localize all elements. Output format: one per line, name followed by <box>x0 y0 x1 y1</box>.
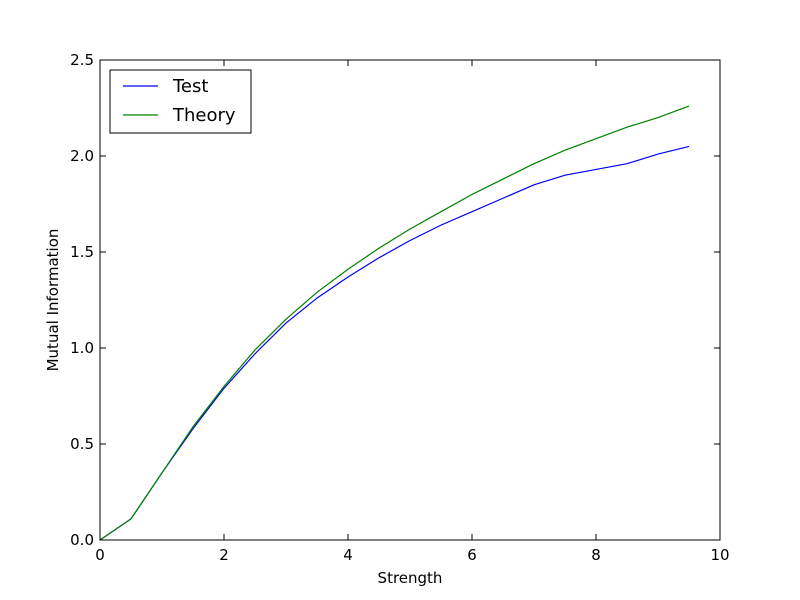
y-tick-label: 1.5 <box>70 243 94 261</box>
y-tick-label: 2.5 <box>70 51 94 69</box>
y-tick-label: 0.5 <box>70 435 94 453</box>
series-line-theory <box>99 105 690 541</box>
legend: Test Theory <box>109 69 252 134</box>
plot-frame <box>99 59 721 541</box>
x-tick-label: 6 <box>467 546 477 564</box>
ticks-layer: 0 2 4 6 8 10 0.0 0.5 1.0 1.5 2.0 2.5 <box>70 51 729 564</box>
legend-label-test: Test <box>172 76 208 97</box>
y-axis-title: Mutual Information <box>44 229 62 372</box>
y-tick-label: 0.0 <box>70 531 94 549</box>
y-tick-label: 2.0 <box>70 147 94 165</box>
series-layer <box>99 105 690 541</box>
x-tick-label: 2 <box>219 546 229 564</box>
x-tick-label: 4 <box>343 546 353 564</box>
x-axis-title: Strength <box>378 569 443 587</box>
x-tick-label: 8 <box>591 546 601 564</box>
x-tick-label: 10 <box>710 546 729 564</box>
legend-box <box>109 69 252 134</box>
y-tick-label: 1.0 <box>70 339 94 357</box>
plot-area <box>100 60 720 540</box>
series-line-test <box>99 145 690 541</box>
x-tick-label: 0 <box>95 546 105 564</box>
legend-label-theory: Theory <box>172 105 236 126</box>
